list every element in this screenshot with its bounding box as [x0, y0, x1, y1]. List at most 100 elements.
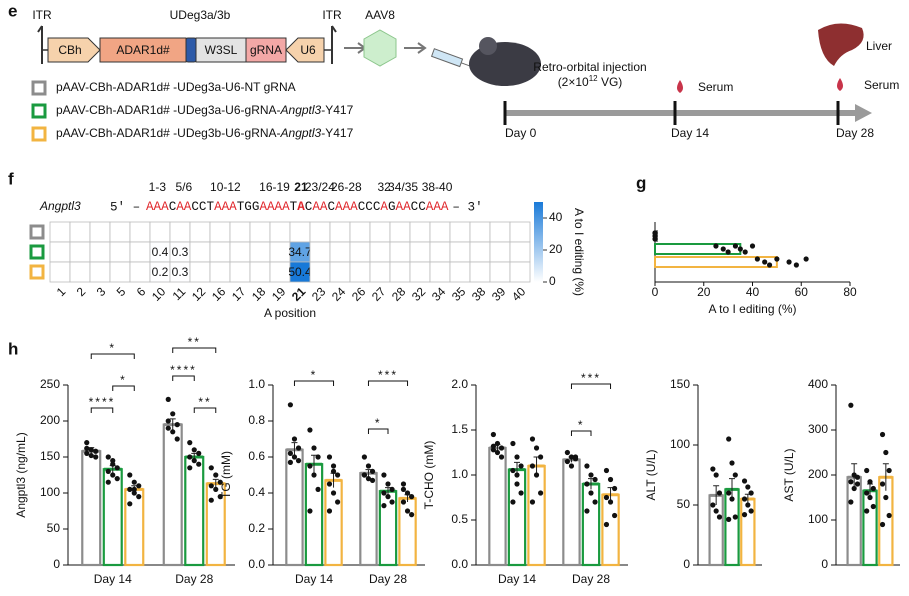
y-tick-label: 50: [677, 497, 691, 511]
heatmap-cell-empty: [389, 261, 411, 283]
data-point: [365, 463, 372, 469]
data-point: [494, 449, 501, 456]
heatmap-cell-empty: [389, 241, 411, 263]
data-point: [131, 486, 137, 492]
mouse-ear: [479, 37, 497, 55]
error-bar: [212, 478, 219, 488]
sample-label: Liver: [866, 39, 892, 53]
x-tick-label: Day 28: [369, 572, 407, 586]
x-tick-label: 6: [134, 284, 149, 299]
significance-label: *: [311, 368, 318, 382]
heatmap-cell-empty: [409, 261, 431, 283]
heatmap-cell-empty: [349, 221, 371, 243]
heatmap-cell-empty: [109, 241, 131, 263]
data-point: [568, 454, 575, 460]
colorbar-tick-label: 40: [549, 210, 563, 224]
data-point: [652, 230, 658, 236]
heatmap-cell-empty: [69, 221, 91, 243]
data-point: [510, 499, 516, 505]
gene-block: [99, 37, 187, 63]
heatmap-cell-empty: [429, 221, 451, 243]
bar: [359, 472, 378, 567]
x-tick-label: 19: [269, 284, 289, 304]
data-point: [603, 521, 610, 528]
syringe-barrel: [430, 48, 464, 68]
data-point: [854, 481, 861, 487]
data-point: [381, 490, 387, 496]
data-point: [514, 481, 520, 487]
heatmap-cell-empty: [369, 241, 391, 263]
heatmap-cell-empty: [489, 221, 511, 243]
heatmap-cell-empty: [89, 261, 111, 283]
sequence-segment: AA: [176, 200, 192, 214]
itr-label: ITR: [32, 8, 52, 22]
data-point: [174, 436, 180, 442]
heatmap-cell-empty: [369, 221, 391, 243]
data-point: [883, 494, 889, 501]
data-point: [864, 508, 870, 514]
colorbar-tick-label: 20: [549, 242, 563, 256]
y-tick-label: 250: [40, 377, 60, 391]
data-point: [786, 259, 792, 265]
data-point: [307, 427, 313, 433]
site-group-label: 32: [377, 180, 391, 194]
data-point: [713, 243, 719, 249]
data-point: [131, 479, 137, 485]
y-tick-label: 200: [808, 467, 828, 481]
data-point: [110, 461, 116, 467]
data-point: [494, 440, 501, 447]
data-point: [729, 496, 735, 502]
y-tick-label: 50: [47, 521, 61, 535]
data-point: [498, 445, 505, 451]
data-point: [886, 467, 892, 474]
data-point: [864, 467, 870, 474]
data-point: [533, 472, 540, 478]
data-point: [741, 496, 748, 502]
blood-drop: [677, 80, 683, 93]
data-point: [307, 463, 313, 469]
element-label: CBh: [58, 43, 81, 57]
significance-bracket: [367, 428, 389, 434]
data-point: [404, 490, 411, 496]
y-tick-label: 0.8: [248, 413, 265, 427]
data-point: [131, 490, 137, 496]
data-point: [165, 425, 171, 431]
data-point: [291, 454, 298, 460]
data-point: [315, 454, 321, 460]
data-point: [870, 485, 876, 492]
heatmap-cell-empty: [329, 261, 351, 283]
data-point: [879, 431, 886, 438]
y-tick-label: 100: [808, 512, 828, 526]
site-group-label: 38-40: [422, 180, 453, 194]
data-point: [330, 463, 337, 469]
data-point: [568, 463, 575, 469]
heatmap-cell-empty: [49, 241, 71, 263]
data-point: [217, 494, 223, 500]
significance-bracket: [172, 375, 195, 381]
sequence-segment: AAA: [146, 200, 169, 214]
data-point: [335, 472, 341, 478]
timeline-label: Day 0: [505, 126, 537, 140]
data-point: [490, 447, 496, 453]
data-point: [603, 467, 610, 474]
data-point: [726, 516, 732, 523]
data-point: [127, 486, 133, 492]
site-group-label: 23/24: [305, 180, 335, 194]
heatmap-cell-empty: [209, 221, 231, 243]
legend-part: pAAV-CBh-ADAR1d# -UDeg3b-U6-gRNA-: [56, 126, 281, 140]
sequence-segment: AA: [396, 200, 412, 214]
data-point: [295, 445, 302, 451]
x-tick-label: 10: [149, 284, 169, 304]
significance-label: **: [188, 335, 201, 349]
itr-label: ITR: [322, 8, 342, 22]
x-axis-label: A to I editing (%): [708, 302, 796, 316]
site-group-label: 1-3: [149, 180, 167, 194]
data-point: [766, 262, 773, 268]
heatmap-cell-empty: [449, 221, 471, 243]
bar: [162, 423, 183, 567]
x-tick-label: 23: [309, 284, 329, 304]
data-point: [213, 472, 219, 478]
data-point: [879, 521, 886, 528]
y-axis-label: T-CHO (mM): [422, 441, 436, 510]
data-point: [584, 463, 590, 469]
